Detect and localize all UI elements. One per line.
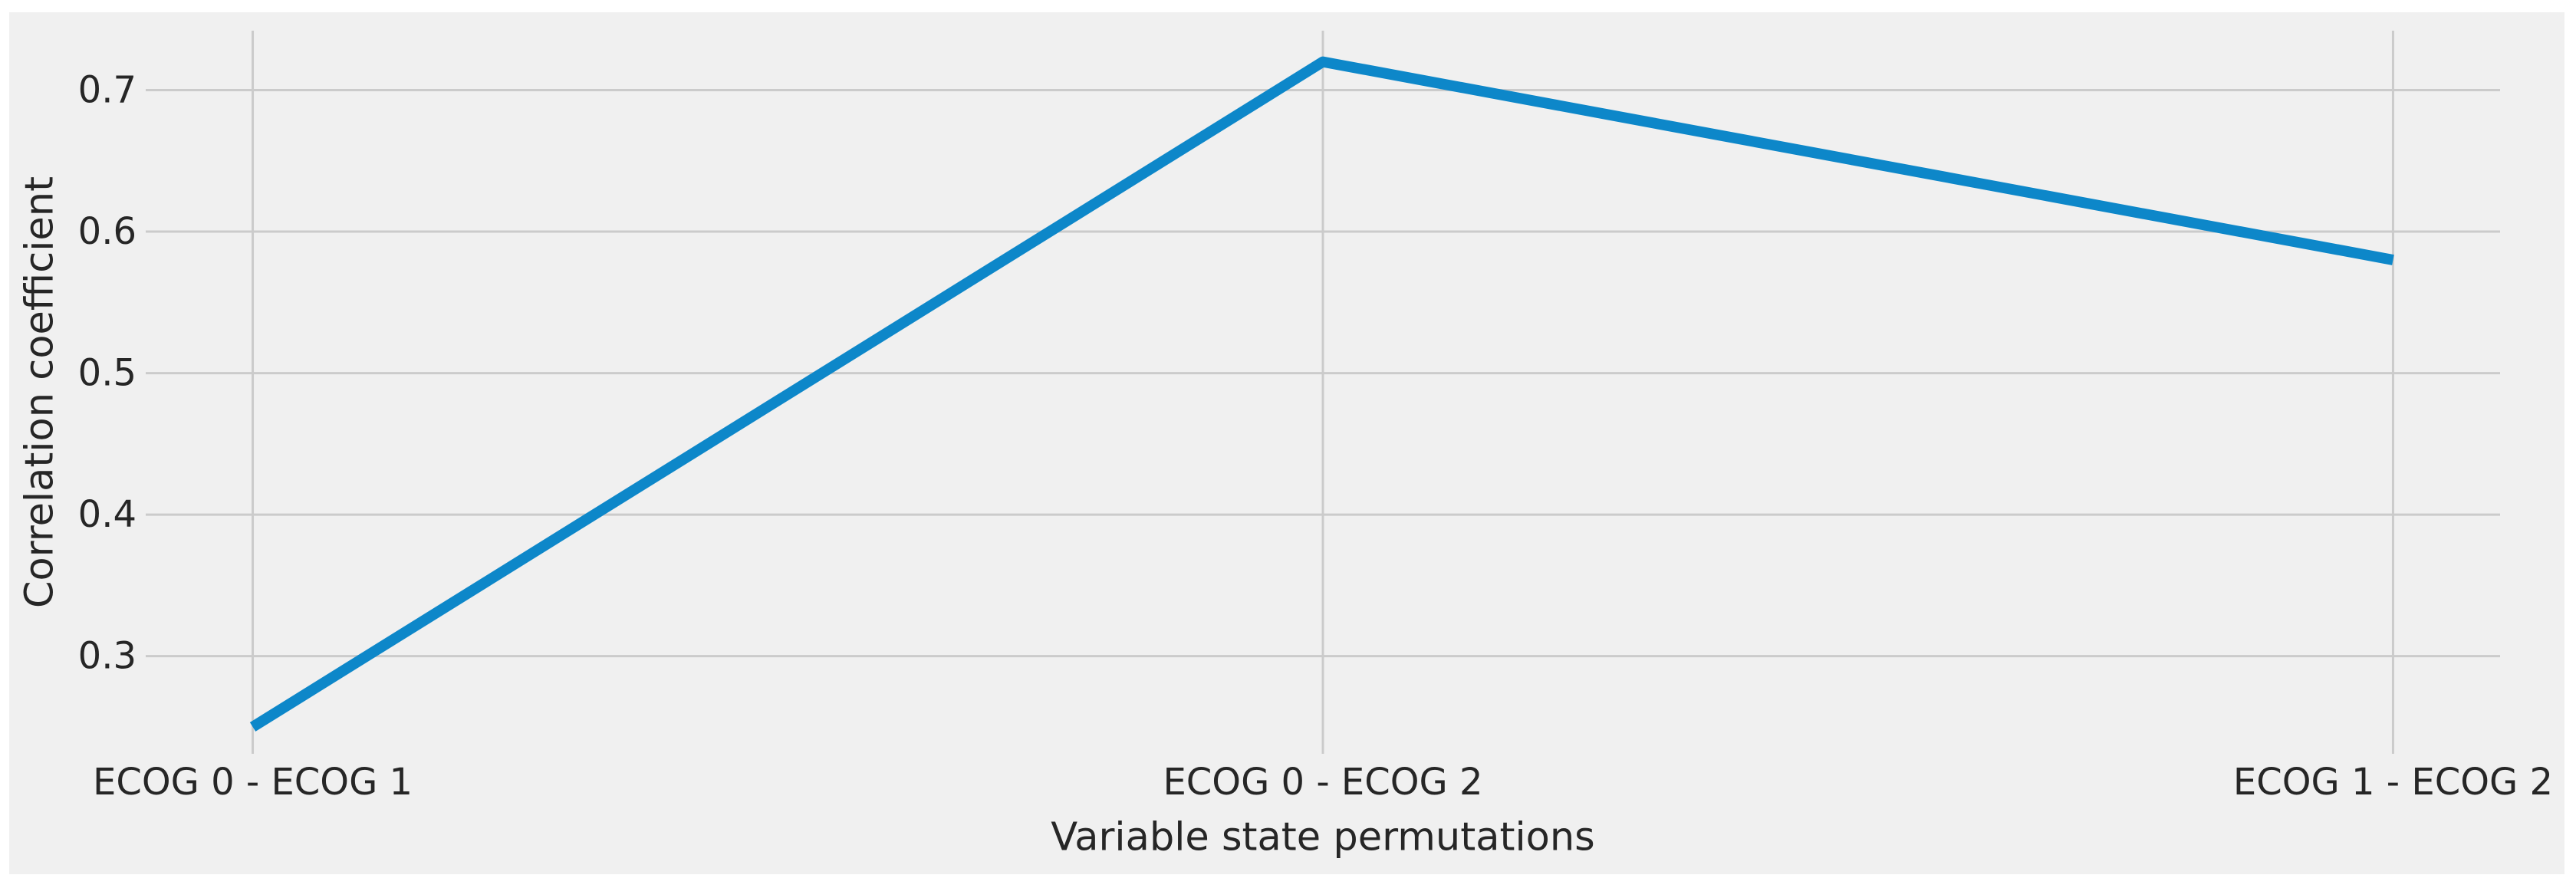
vertical-gridlines (252, 31, 2394, 754)
x-tick-label: ECOG 0 - ECOG 2 (1163, 761, 1482, 804)
y-tick-label: 0.7 (78, 69, 137, 112)
x-tick-label: ECOG 1 - ECOG 2 (2233, 761, 2553, 804)
x-tick-label: ECOG 0 - ECOG 1 (93, 761, 413, 804)
y-axis-label: Correlation coefficient (18, 176, 63, 608)
x-tick-labels: ECOG 0 - ECOG 1 ECOG 0 - ECOG 2 ECOG 1 - E… (93, 761, 2553, 804)
x-axis-label: Variable state permutations (1051, 815, 1594, 860)
figure-background (9, 12, 2564, 874)
y-tick-label: 0.4 (78, 493, 137, 536)
y-tick-label: 0.3 (78, 635, 137, 678)
y-tick-label: 0.6 (78, 210, 137, 253)
y-tick-label: 0.5 (78, 352, 137, 395)
y-tick-labels: 0.3 0.4 0.5 0.6 0.7 (78, 69, 137, 678)
data-line (249, 56, 2394, 732)
